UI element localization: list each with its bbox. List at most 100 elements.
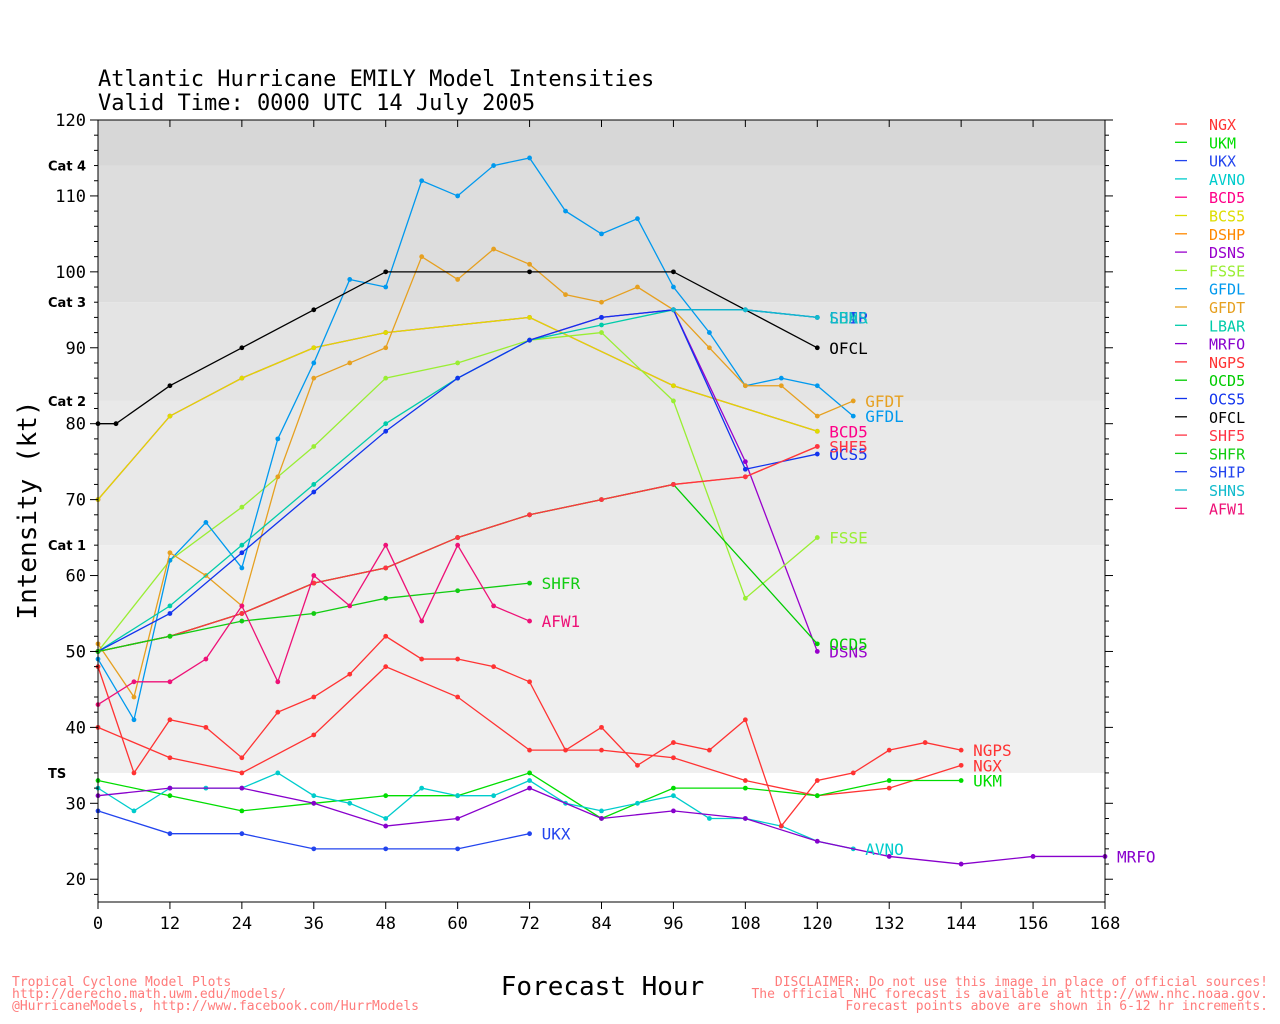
data-point-ofcl [383,269,389,275]
data-point-gfdt [742,383,748,389]
data-point-fsse [239,504,245,510]
y-tick-label: 120 [55,111,86,131]
data-point-mrfo [383,823,389,829]
data-point-shfr [167,633,173,639]
data-point-ngx [742,778,748,783]
data-point-ngx [383,664,389,670]
footer-credit-line: Tropical Cyclone Model Plots [12,975,232,990]
data-point-avno [706,816,712,821]
legend-entry-lbar: LBAR [1209,317,1246,335]
footer-credits: Tropical Cyclone Model Plots http://dere… [12,975,419,1013]
data-point-shf5 [814,444,820,449]
data-point-dsns [814,649,820,654]
legend-entry-dshp: DSHP [1209,226,1245,244]
data-point-bcs5 [383,330,389,335]
legend-entry-dsns: DSNS [1209,244,1245,262]
data-point-shns [742,307,748,313]
legend-entry-ocs5: OCS5 [1209,391,1245,409]
x-axis-label: Forecast Hour [500,972,705,1002]
data-point-lbar [383,421,389,427]
data-point-gfdt [275,474,281,480]
data-point-gfdl [850,413,856,419]
data-point-ngps [814,778,820,783]
data-point-ngx [527,747,532,753]
data-point-ukm [814,793,820,799]
data-point-gfdl [203,519,209,525]
data-point-ukm [886,778,892,783]
data-point-lbar [599,322,604,328]
legend-entry-bcd5: BCD5 [1209,189,1245,207]
data-point-ngps [491,664,497,670]
x-tick-label: 72 [519,914,539,934]
data-point-ngps [563,747,568,753]
data-point-avno [347,800,353,806]
data-point-gfdl [563,208,568,214]
x-tick-label: 156 [1018,914,1049,934]
data-point-ngps [347,671,353,677]
y-tick-label: 100 [55,263,86,283]
data-point-mrfo [958,861,964,867]
end-label-ukm: UKM [973,772,1002,791]
data-point-mrfo [886,854,892,859]
y-tick-label: 60 [66,567,86,587]
data-point-gfdl [635,216,640,222]
data-point-gfdl [311,360,317,366]
data-point-fsse [599,330,604,335]
data-point-ngx [886,785,892,791]
data-point-fsse [742,595,748,601]
data-point-ukm [958,778,964,783]
data-point-avno [383,816,389,821]
category-band [98,400,1105,546]
intensity-chart: Atlantic Hurricane EMILY Model Intensiti… [13,67,1246,934]
data-point-dsns [742,459,748,465]
end-label-ngx: NGX [973,756,1002,775]
y-tick-label: 30 [66,794,86,814]
data-point-fsse [383,375,389,381]
end-label-shfr: SHFR [542,574,581,593]
end-label-ngps: NGPS [973,741,1012,760]
data-point-ngx [167,755,173,761]
data-point-bcs5 [671,383,676,389]
data-point-afw1 [455,542,461,548]
data-point-ocs5 [383,428,389,434]
data-point-avno [419,785,425,791]
data-point-ofcl [113,421,119,427]
chart-subtitle: Valid Time: 0000 UTC 14 July 2005 [98,91,535,116]
end-label-dsns: DSNS [829,642,868,661]
data-point-ngps [886,747,892,753]
data-point-mrfo [167,785,173,791]
data-point-avno [275,770,281,776]
data-point-gfdl [671,284,676,290]
data-point-ofcl [311,307,317,313]
category-label: Cat 1 [48,539,86,554]
legend-entry-ship: SHIP [1209,464,1245,482]
data-point-ocs5 [167,611,173,616]
data-point-gfdl [814,383,820,389]
legend-entry-mrfo: MRFO [1209,336,1245,354]
footer-disclaimer: DISCLAIMER: Do not use this image in pla… [751,975,1268,1013]
data-point-gfdl [347,277,353,282]
data-point-ngps [419,656,425,662]
series-line-mrfo [97,787,1105,865]
data-point-ngps [275,709,281,715]
footer-credit-line: http://derecho.math.uwm.edu/models/ [12,987,286,1002]
end-label-gfdt: GFDT [865,392,904,411]
data-point-avno [635,800,640,806]
data-point-ngps [850,770,856,776]
x-tick-label: 36 [304,914,324,934]
data-point-bcs5 [239,375,245,381]
data-point-afw1 [275,679,281,685]
data-point-ngps [742,717,748,723]
data-point-ngps [203,724,209,730]
footer-disclaimer-line: DISCLAIMER: Do not use this image in pla… [774,975,1268,990]
data-point-ofcl [167,383,173,389]
series-layer [95,155,1108,867]
data-point-ocs5 [455,375,461,381]
data-point-ofcl [814,345,820,351]
legend: NGXUKMUKXAVNOBCD5BCS5DSHPDSNSFSSEGFDLGFD… [1175,116,1246,518]
data-point-ngps [131,770,137,776]
data-point-bcs5 [814,428,820,434]
end-label-ocd5: OCD5 [829,635,868,654]
data-point-ngps [671,740,676,745]
